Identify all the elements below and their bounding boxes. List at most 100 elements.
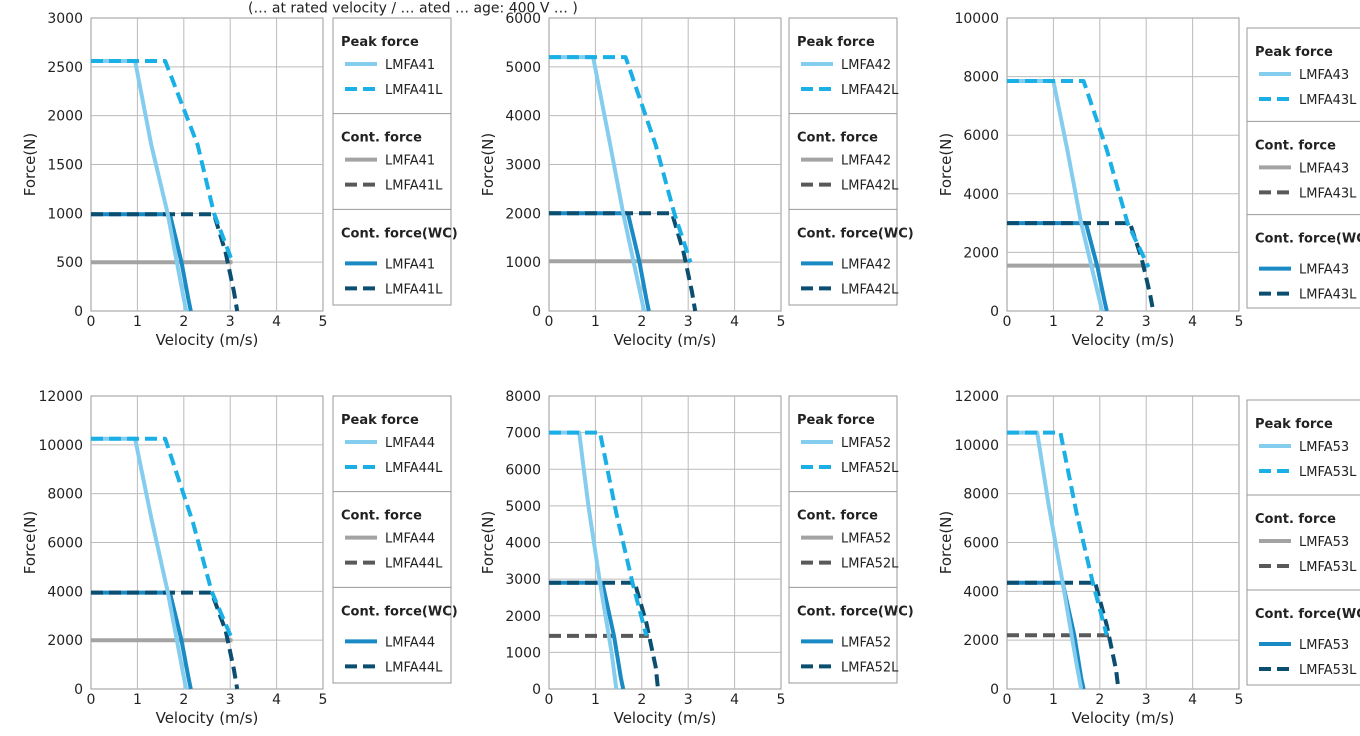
legend-item-label: LMFA53L: [1299, 560, 1357, 575]
series-line-peak-lmfa41l: [91, 59, 235, 263]
legend-group-title: Cont. force(WC): [1255, 607, 1360, 622]
y-tick-label: 0: [990, 304, 999, 320]
y-tick-label: 1000: [47, 206, 83, 222]
legend-group-title: Peak force: [341, 35, 419, 50]
x-tick-label: 1: [591, 692, 600, 708]
y-tick-label: 10000: [954, 11, 999, 27]
series-line-wc-lmfa41: [91, 212, 193, 312]
y-tick-label: 2000: [505, 609, 541, 625]
y-tick-label: 5000: [505, 60, 541, 76]
plot-area: [1006, 17, 1240, 312]
legend-item-label: LMFA43L: [1299, 93, 1357, 108]
x-tick-label: 2: [1095, 692, 1104, 708]
y-tick-label: 6000: [963, 536, 999, 552]
chart-panel: 0 2000 4000 6000 8000 10000 0 1 2 3 4 5 Velocity (m/…: [937, 11, 1360, 349]
x-axis-label: Velocity (m/s): [156, 709, 259, 727]
x-tick-label: 0: [1003, 692, 1012, 708]
y-tick-label: 0: [74, 304, 83, 320]
x-tick-label: 1: [1049, 314, 1058, 330]
legend-item-label: LMFA44: [385, 436, 435, 451]
legend-item-label: LMFA53: [1299, 440, 1349, 455]
y-tick-label: 5000: [505, 499, 541, 515]
y-axis-label: Force(N): [937, 133, 955, 197]
legend-group-title: Peak force: [1255, 417, 1333, 432]
legend-item-label: LMFA42L: [841, 282, 899, 297]
y-tick-label: 8000: [963, 70, 999, 86]
legend-item-label: LMFA43: [1299, 263, 1349, 278]
y-tick-label: 6000: [505, 462, 541, 478]
legend-item-label: LMFA42: [841, 154, 891, 169]
y-axis-label: Force(N): [479, 133, 497, 197]
legend-group-title: Cont. force: [341, 131, 422, 146]
legend-item-label: LMFA42: [841, 257, 891, 272]
series-line-peak-lmfa42l: [549, 55, 693, 263]
legend-group-title: Cont. force: [797, 509, 878, 524]
legend: Peak force LMFA43 LMFA43L Cont. force LMFA43…: [1246, 27, 1360, 309]
legend-group-title: Cont. force: [1255, 138, 1336, 153]
x-tick-label: 2: [179, 692, 188, 708]
series-line-peak-lmfa52l: [549, 430, 649, 637]
x-tick-label: 1: [591, 314, 600, 330]
series-line-peak-lmfa43l: [1007, 79, 1151, 268]
x-tick-label: 0: [87, 692, 96, 708]
y-tick-label: 2000: [963, 245, 999, 261]
y-tick-label: 3000: [505, 158, 541, 174]
x-tick-label: 5: [319, 314, 328, 330]
y-tick-label: 12000: [954, 389, 999, 405]
y-tick-label: 4000: [47, 584, 83, 600]
x-tick-label: 2: [1095, 314, 1104, 330]
y-tick-label: 4000: [505, 109, 541, 125]
legend-item-label: LMFA44L: [385, 461, 443, 476]
y-tick-label: 12000: [38, 389, 83, 405]
legend-group-title: Peak force: [341, 413, 419, 428]
x-tick-label: 0: [545, 314, 554, 330]
x-tick-label: 4: [730, 314, 739, 330]
y-tick-label: 7000: [505, 426, 541, 442]
legend-item-label: LMFA41: [385, 58, 435, 73]
legend-item-label: LMFA42L: [841, 83, 899, 98]
legend-item-label: LMFA52L: [841, 660, 899, 675]
x-axis-label: Velocity (m/s): [1072, 331, 1175, 349]
series-line-wc-lmfa41l: [91, 212, 240, 312]
legend-group-title: Cont. force(WC): [797, 226, 914, 241]
y-tick-label: 10000: [954, 438, 999, 454]
series-line-wc-lmfa43: [1007, 221, 1109, 312]
legend-item-label: LMFA44: [385, 532, 435, 547]
y-tick-label: 10000: [38, 438, 83, 454]
series-line-wc-lmfa44l: [91, 590, 240, 690]
x-axis-label: Velocity (m/s): [156, 331, 259, 349]
x-tick-label: 3: [1142, 314, 1151, 330]
series-line-wc-lmfa52l: [549, 580, 660, 690]
x-tick-label: 5: [777, 314, 786, 330]
legend-item-label: LMFA41: [385, 154, 435, 169]
legend-item-label: LMFA52: [841, 436, 891, 451]
y-tick-label: 6000: [505, 11, 541, 27]
y-tick-label: 6000: [963, 128, 999, 144]
y-tick-label: 1000: [505, 645, 541, 661]
x-axis-label: Velocity (m/s): [614, 709, 717, 727]
legend-item-label: LMFA52L: [841, 557, 899, 572]
x-tick-label: 2: [637, 692, 646, 708]
chart-panel: 0 1000 2000 3000 4000 5000 6000 7000 8000 0 1 2 3 4 5 V…: [479, 389, 914, 727]
x-tick-label: 3: [1142, 692, 1151, 708]
legend-item-label: LMFA41L: [385, 83, 443, 98]
x-tick-label: 2: [179, 314, 188, 330]
x-tick-label: 3: [684, 314, 693, 330]
y-tick-label: 1000: [505, 255, 541, 271]
x-tick-label: 0: [1003, 314, 1012, 330]
y-tick-label: 2000: [963, 633, 999, 649]
page-header: (… at rated velocity / … ated … age: 400…: [248, 1, 578, 17]
legend-group-title: Cont. force: [1255, 512, 1336, 527]
series-line-wc-lmfa52: [549, 580, 626, 690]
series-line-wc-lmfa53l: [1007, 580, 1121, 690]
y-tick-label: 2500: [47, 60, 83, 76]
legend-item-label: LMFA53: [1299, 638, 1349, 653]
x-axis-label: Velocity (m/s): [1072, 709, 1175, 727]
legend-item-label: LMFA52: [841, 532, 891, 547]
legend-group-title: Cont. force: [341, 509, 422, 524]
y-axis-label: Force(N): [21, 511, 39, 575]
x-tick-label: 1: [133, 692, 142, 708]
x-tick-label: 5: [319, 692, 328, 708]
legend-group-title: Cont. force(WC): [1255, 232, 1360, 247]
legend-item-label: LMFA42: [841, 58, 891, 73]
